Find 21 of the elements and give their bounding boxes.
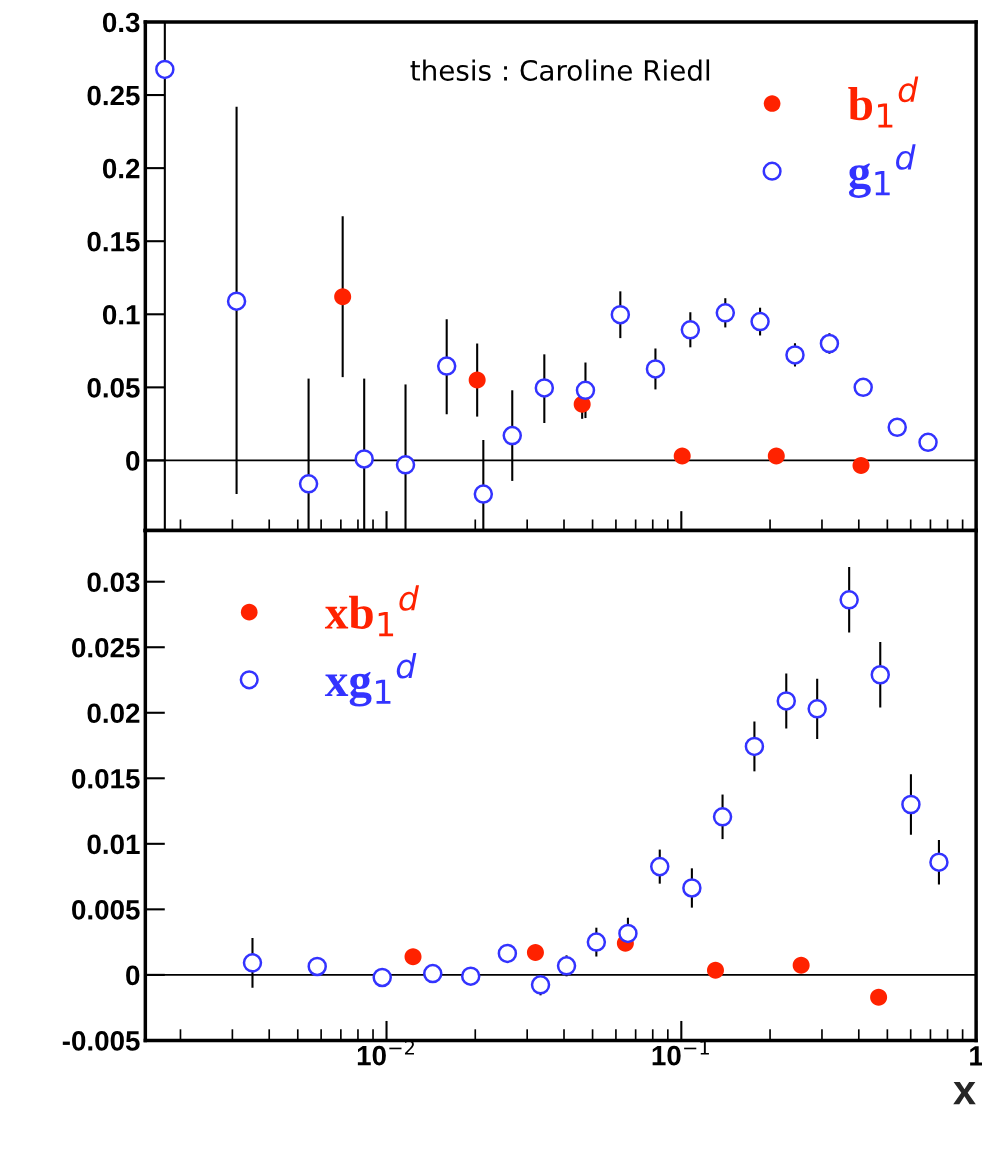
y-tick-label: 0 <box>126 965 140 986</box>
legend-label: g$_{1}$$^{d}$ <box>848 144 916 198</box>
y-tick-label: 0.015 <box>72 768 140 789</box>
y-tick-label: 0.005 <box>72 900 140 920</box>
y-tick-label: 0.05 <box>87 378 140 398</box>
y-tick-label: 0.15 <box>87 231 140 252</box>
y-tick-label: 0.025 <box>72 637 140 658</box>
y-tick-label: 0.02 <box>87 703 140 724</box>
y-tick-label: 0 <box>126 451 140 471</box>
legend-label: xg$_{1}$$^{d}$ <box>324 652 417 707</box>
y-tick-label: 0.1 <box>102 304 140 325</box>
y-tick-label: 0.2 <box>102 158 140 179</box>
y-tick-label: 0.25 <box>87 85 140 106</box>
legend-label: b$_{1}$$^{d}$ <box>848 76 919 128</box>
y-tick-label: 0.03 <box>87 572 140 593</box>
y-tick-label: -0.005 <box>62 1031 140 1051</box>
x-axis-title: x <box>953 1082 976 1105</box>
y-tick-label: 0.01 <box>87 834 140 855</box>
legend-label: xb$_{1}$$^{d}$ <box>324 585 420 637</box>
annotation: thesis : Caroline Riedl <box>410 59 710 81</box>
y-tick-label: 0.3 <box>102 12 140 33</box>
